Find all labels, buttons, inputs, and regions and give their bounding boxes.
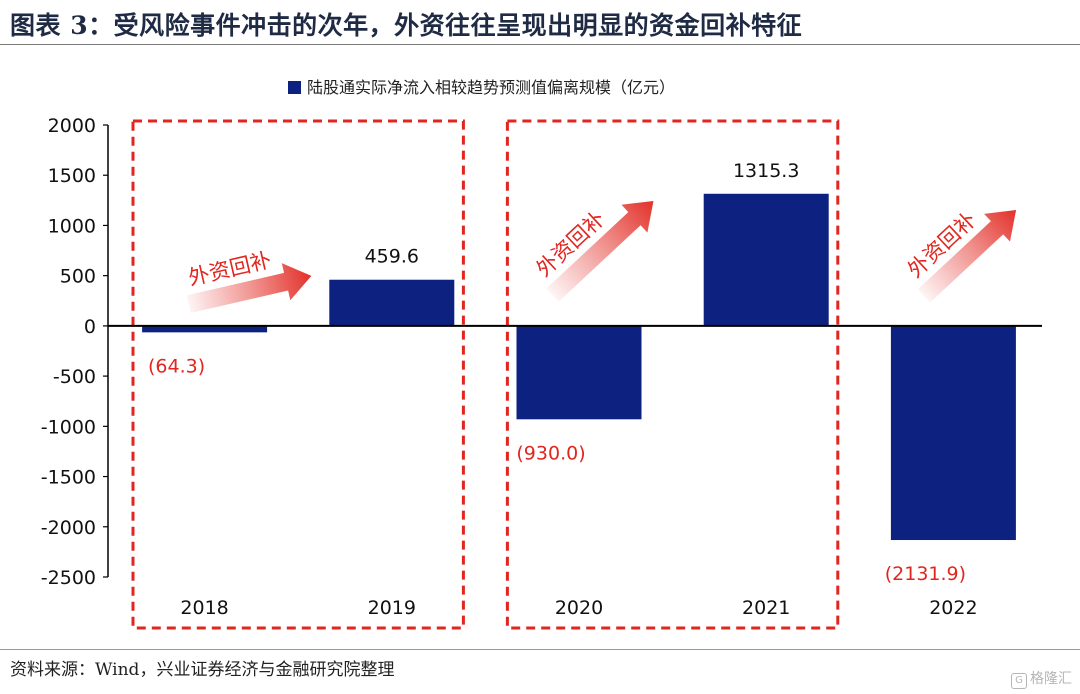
highlight-box [131,119,465,630]
annotation-arrows: 外资回补 外资回补 外资回补 [186,200,1017,313]
x-axis-labels: 2018 2019 2020 2021 2022 [180,597,977,619]
bar-chart: 陆股通实际净流入相较趋势预测值偏离规模（亿元） 2000 1500 1000 500 0… [41,78,1042,630]
bar [516,325,642,420]
y-tick-label: 500 [60,266,96,288]
data-label: (64.3) [148,355,205,377]
source-note: 资料来源：Wind，兴业证券经济与金融研究院整理 [10,660,395,680]
bar [329,279,455,326]
footer-divider [0,649,1080,650]
bar [142,325,268,333]
data-label: 459.6 [365,246,419,268]
highlight-box [505,119,840,630]
y-tick-label: 0 [84,316,96,338]
data-label: (930.0) [516,442,585,464]
arrow-icon [546,200,654,302]
y-tick-label: 1000 [48,215,96,237]
data-label: 1315.3 [733,160,799,182]
y-tick-label: -500 [53,366,96,388]
data-labels: (64.3) 459.6 (930.0) 1315.3 (2131.9) [148,160,966,585]
x-tick-label: 2021 [742,597,790,619]
arrow-icon [186,263,312,313]
x-tick-label: 2018 [180,597,228,619]
x-tick-label: 2022 [929,597,977,619]
x-tick-label: 2019 [368,597,416,619]
y-tick-label: -1500 [41,467,96,489]
y-tick-label: 1500 [48,165,96,187]
watermark-text: 格隆汇 [1030,671,1072,687]
legend: 陆股通实际净流入相较趋势预测值偏离规模（亿元） [288,78,675,97]
annotation-arrow: 外资回补 [186,248,312,313]
legend-swatch [288,81,301,94]
chart-title: 图表 3：受风险事件冲击的次年，外资往往呈现出明显的资金回补特征 [10,11,803,40]
watermark-logo-icon: G [1011,673,1027,689]
y-tick-label: 2000 [48,115,96,137]
title-divider [0,44,1080,45]
y-tick-label: -2500 [41,567,96,589]
arrow-icon [917,210,1017,303]
legend-label: 陆股通实际净流入相较趋势预测值偏离规模（亿元） [307,78,675,97]
annotation-arrow: 外资回补 [532,200,654,302]
y-tick-label: -2000 [41,517,96,539]
y-tick-label: -1000 [41,416,96,438]
bar [890,325,1016,541]
bars [142,193,1016,541]
bar [703,193,829,326]
highlight-boxes [131,119,840,630]
y-axis: 2000 1500 1000 500 0 -500 -1000 -1500 -2000 -2500 [41,115,109,589]
watermark: G 格隆汇 [1011,668,1072,689]
annotation-arrow: 外资回补 [903,208,1017,303]
x-tick-label: 2020 [555,597,603,619]
data-label: (2131.9) [885,563,966,585]
